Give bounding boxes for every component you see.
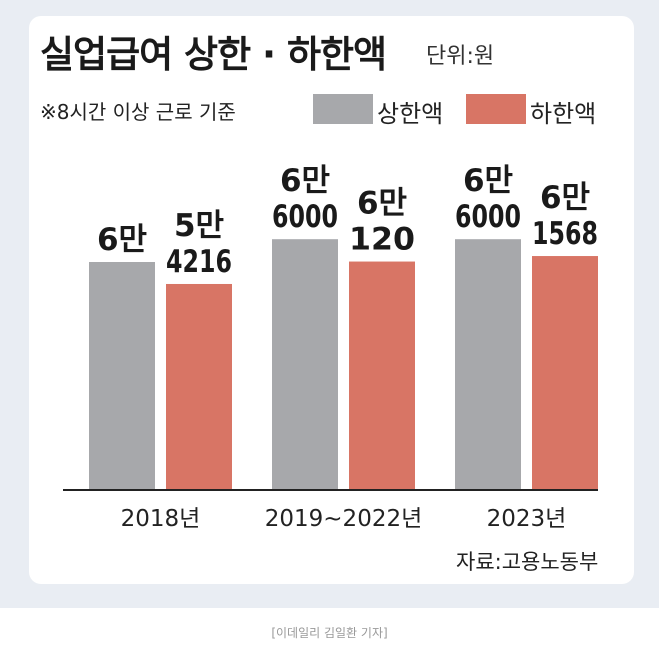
data-label-lower-0-1: 4216 xyxy=(166,244,232,280)
photo-caption: [이데일리 김일환 기자] xyxy=(271,626,388,640)
legend-swatch-lower xyxy=(466,94,526,124)
data-label-upper-0-0: 6만 xyxy=(97,222,147,258)
basis-note: ※8시간 이상 근로 기준 xyxy=(40,100,236,124)
data-label-upper-2-0: 6만 xyxy=(463,163,513,199)
bar-lower-2 xyxy=(532,256,598,490)
x-tick-label-1: 2019~2022년 xyxy=(265,506,423,532)
bar-upper-1 xyxy=(272,239,338,490)
data-label-upper-1-0: 6만 xyxy=(280,163,330,199)
x-tick-label-0: 2018년 xyxy=(121,506,201,532)
bar-lower-1 xyxy=(349,261,415,490)
data-label-lower-2-0: 6만 xyxy=(540,180,590,216)
legend-label-lower: 하한액 xyxy=(530,100,597,128)
chart-title: 실업급여 상한 · 하한액 xyxy=(40,33,387,76)
source-label: 자료:고용노동부 xyxy=(456,550,599,574)
data-label-lower-0-0: 5만 xyxy=(174,208,224,244)
x-tick-label-2: 2023년 xyxy=(487,506,567,532)
legend-swatch-upper xyxy=(313,94,373,124)
bar-upper-2 xyxy=(455,239,521,490)
bar-upper-0 xyxy=(89,262,155,490)
data-label-lower-2-1: 1568 xyxy=(532,216,598,252)
legend-label-upper: 상한액 xyxy=(377,100,444,128)
unit-label: 단위:원 xyxy=(426,44,495,69)
data-label-lower-1-1: 120 xyxy=(349,222,415,258)
data-label-upper-2-1: 6000 xyxy=(455,199,521,235)
data-label-lower-1-0: 6만 xyxy=(357,186,407,222)
data-label-upper-1-1: 6000 xyxy=(272,199,338,235)
bar-lower-0 xyxy=(166,283,232,490)
